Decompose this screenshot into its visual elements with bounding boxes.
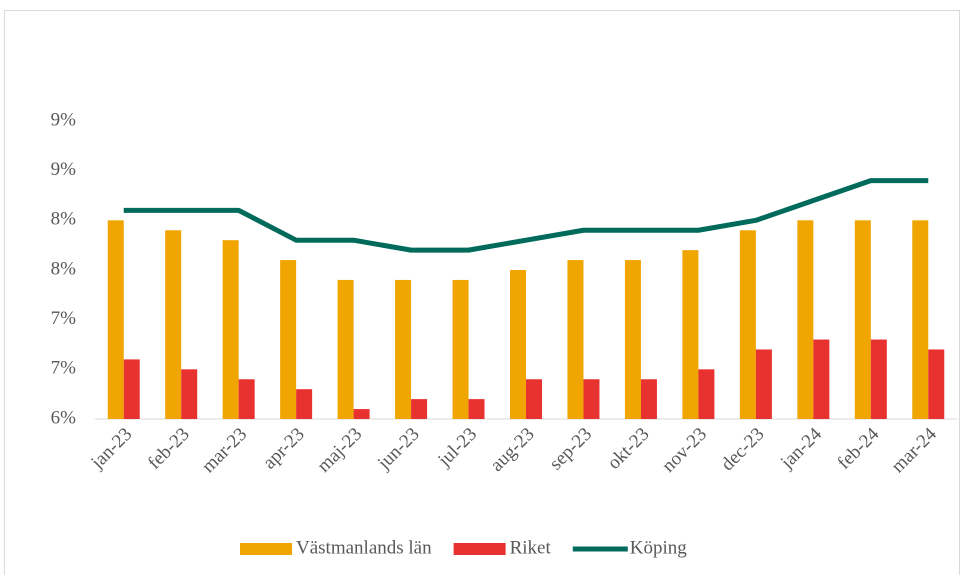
bar — [682, 250, 699, 419]
bar — [567, 260, 584, 419]
y-tick-label: 8% — [51, 258, 77, 279]
bar — [296, 389, 313, 419]
bar — [510, 270, 526, 419]
bar — [107, 220, 124, 419]
line — [123, 178, 929, 253]
y-tick-label: 7% — [51, 308, 77, 329]
x-tick-label: dec-23 — [717, 424, 768, 475]
bar — [583, 379, 600, 419]
bar — [912, 220, 929, 419]
bar — [624, 260, 641, 419]
x-tick-label: feb-23 — [144, 424, 194, 474]
bar — [870, 339, 887, 419]
x-tick-label: nov-23 — [658, 424, 711, 477]
legend-label: Riket — [510, 537, 552, 558]
bar — [468, 399, 485, 419]
x-tick-label: jul-23 — [433, 424, 481, 472]
x-tick-label: maj-23 — [313, 424, 366, 477]
bar — [222, 240, 239, 419]
bar — [797, 220, 814, 419]
bar — [813, 339, 830, 419]
x-tick-label: jan-23 — [86, 424, 136, 474]
y-tick-label: 8% — [51, 209, 77, 230]
y-tick-label: 7% — [51, 358, 77, 379]
x-tick-label: aug-23 — [486, 424, 538, 476]
chart-frame — [4, 10, 960, 575]
bar — [739, 230, 756, 419]
y-tick-label: 6% — [51, 407, 77, 428]
bar — [640, 379, 657, 419]
bar — [181, 369, 198, 419]
bar — [411, 399, 428, 419]
bar — [353, 409, 370, 419]
legend-label: Köping — [630, 537, 688, 558]
x-tick-label: sep-23 — [545, 424, 596, 475]
bar — [238, 379, 255, 419]
x-tick-label: okt-23 — [604, 424, 654, 474]
y-tick-label: 9% — [51, 109, 77, 130]
x-tick-label: feb-24 — [834, 423, 884, 473]
bar — [452, 279, 469, 419]
x-tick-label: mar-24 — [887, 423, 941, 477]
legend-label: Västmanlands län — [296, 537, 432, 558]
bar — [928, 349, 945, 419]
bar — [165, 230, 182, 419]
bar — [755, 349, 772, 419]
x-tick-label: mar-23 — [198, 424, 251, 477]
bar — [526, 379, 542, 419]
x-tick-label: jun-23 — [373, 424, 424, 475]
bar — [854, 220, 871, 419]
legend-swatch — [453, 543, 506, 555]
bar — [280, 260, 297, 419]
bar — [337, 279, 354, 419]
x-tick-label: jan-24 — [776, 423, 826, 473]
bar — [698, 369, 715, 419]
bar — [123, 359, 140, 419]
x-tick-label: apr-23 — [259, 424, 309, 474]
legend-swatch — [240, 543, 292, 555]
y-tick-label: 9% — [51, 159, 77, 180]
bar — [395, 279, 412, 419]
